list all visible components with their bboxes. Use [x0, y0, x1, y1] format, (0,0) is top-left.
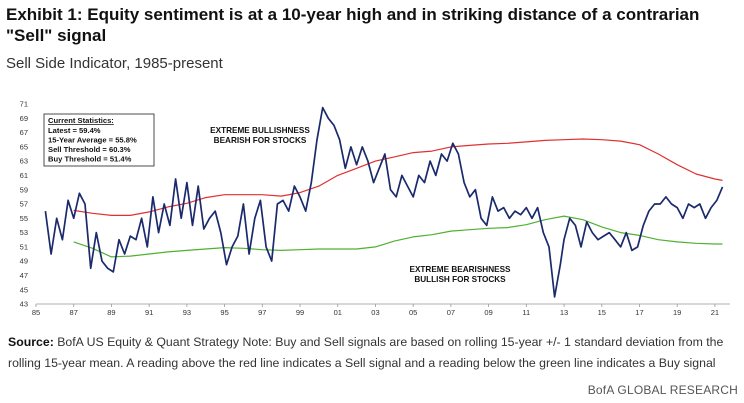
y-tick-label: 67 — [20, 128, 28, 137]
stats-latest: Latest = 59.4% — [48, 126, 101, 135]
x-tick-label: 95 — [220, 308, 228, 317]
stats-box-frame — [43, 113, 155, 167]
annotation-bullish-for-stocks: BULLISH FOR STOCKS — [414, 275, 506, 284]
y-tick-label: 45 — [20, 285, 28, 294]
stats-heading: Current Statistics: — [48, 116, 114, 125]
y-tick-label: 57 — [20, 200, 28, 209]
x-tick-label: 93 — [183, 308, 191, 317]
y-tick-label: 69 — [20, 114, 28, 123]
x-tick-label: 91 — [145, 308, 153, 317]
stats-sell-threshold: Sell Threshold = 60.3% — [48, 145, 131, 154]
chart-subtitle: Sell Side Indicator, 1985-present — [6, 55, 223, 72]
stats-box: Current Statistics: Latest = 59.4% 15-Ye… — [43, 113, 155, 167]
sell-side-indicator-chart: 43 45 47 49 51 53 55 57 59 61 63 65 67 69 71 85 87 89 91 9… — [20, 100, 730, 317]
y-tick-label: 43 — [20, 300, 28, 309]
x-tick-label: 03 — [371, 308, 379, 317]
annotation-bearish-for-stocks: BEARISH FOR STOCKS — [214, 136, 307, 145]
source-note: Source: BofA US Equity & Quant Strategy … — [8, 332, 738, 374]
chart-title: Exhibit 1: Equity sentiment is at a 10-y… — [6, 5, 700, 45]
x-tick-label: 09 — [484, 308, 492, 317]
y-tick-label: 51 — [20, 242, 28, 251]
x-tick-label: 85 — [32, 308, 40, 317]
y-tick-label: 63 — [20, 157, 28, 166]
x-tick-label: 05 — [409, 308, 417, 317]
x-tick-label: 13 — [560, 308, 568, 317]
source-label: Source: — [8, 335, 54, 349]
y-tick-label: 61 — [20, 171, 28, 180]
annotation-extreme-bullishness: EXTREME BULLISHNESS — [210, 126, 310, 135]
sell-side-indicator-line — [44, 106, 724, 298]
y-tick-label: 59 — [20, 185, 28, 194]
x-tick-label: 11 — [522, 308, 530, 317]
stats-buy-threshold: Buy Threshold = 51.4% — [48, 155, 132, 164]
y-tick-label: 47 — [20, 271, 28, 280]
x-tick-label: 01 — [334, 308, 342, 317]
buy-threshold-line — [73, 215, 723, 258]
x-tick-label: 07 — [447, 308, 455, 317]
stats-15y-average: 15-Year Average = 55.8% — [48, 136, 137, 145]
y-tick-label: 53 — [20, 228, 28, 237]
footer-brand: BofA GLOBAL RESEARCH — [587, 383, 738, 397]
x-tick-label: 19 — [673, 308, 681, 317]
sell-threshold-line — [73, 138, 723, 216]
source-text: BofA US Equity & Quant Strategy Note: Bu… — [8, 335, 724, 370]
x-tick-label: 89 — [107, 308, 115, 317]
y-tick-label: 71 — [20, 100, 28, 109]
x-tick-label: 21 — [711, 308, 719, 317]
y-tick-label: 49 — [20, 257, 28, 266]
x-tick-label: 99 — [296, 308, 304, 317]
y-tick-label: 65 — [20, 142, 28, 151]
x-tick-label: 17 — [635, 308, 643, 317]
annotation-extreme-bearishness: EXTREME BEARISHNESS — [410, 265, 512, 274]
y-tick-label: 55 — [20, 214, 28, 223]
x-tick-label: 15 — [598, 308, 606, 317]
x-tick-label: 97 — [258, 308, 266, 317]
x-tick-label: 87 — [70, 308, 78, 317]
